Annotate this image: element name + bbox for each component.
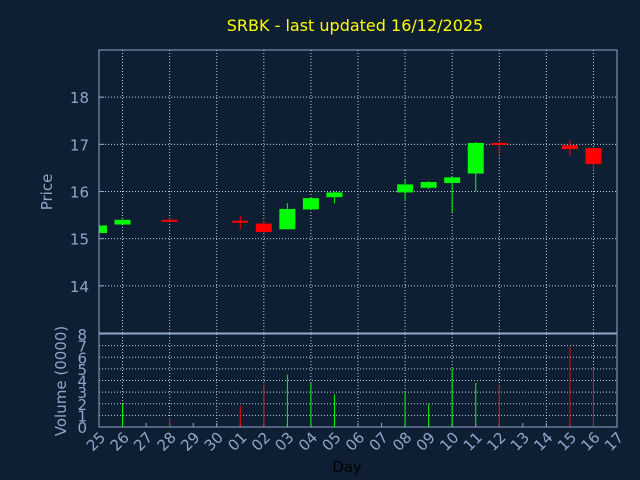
candle	[232, 216, 249, 230]
candle	[491, 141, 508, 158]
candle	[561, 139, 578, 157]
candle-body	[114, 219, 131, 225]
candle	[467, 141, 484, 192]
volume-tick-label: 7	[77, 338, 87, 356]
price-tick-label: 14	[70, 278, 89, 296]
price-plot-frame	[98, 49, 618, 334]
volume-tick-label: 1	[77, 407, 87, 425]
candle-body	[255, 223, 272, 233]
candle	[444, 176, 461, 213]
candle	[420, 181, 437, 190]
volume-bars	[122, 346, 594, 427]
candle-body	[302, 198, 319, 210]
price-axis-label: Price	[38, 174, 56, 211]
candle-body	[326, 192, 343, 198]
candle	[98, 225, 107, 234]
volume-tick-label: 4	[77, 373, 87, 391]
candle	[161, 218, 178, 222]
volume-tick-label: 0	[77, 419, 87, 437]
candle-body	[279, 208, 296, 230]
candle-body	[444, 177, 461, 184]
candle-body	[161, 219, 178, 222]
price-tick-label: 16	[70, 184, 89, 202]
chart-title: SRBK - last updated 16/12/2025	[227, 16, 483, 35]
candle	[114, 219, 131, 225]
volume-tick-label: 8	[77, 326, 87, 344]
price-tick-label: 15	[70, 231, 89, 249]
volume-tick-label: 3	[77, 384, 87, 402]
candle	[302, 197, 319, 210]
candle	[397, 179, 414, 201]
candle-body	[561, 145, 578, 150]
price-tick-label: 17	[70, 136, 89, 154]
x-axis-label: Day	[332, 458, 362, 476]
volume-grid	[99, 334, 617, 427]
volume-plot-frame	[98, 333, 618, 428]
candle-body	[585, 148, 602, 165]
price-tick-label: 18	[70, 89, 89, 107]
candle	[255, 220, 272, 233]
candle-body	[491, 142, 508, 145]
price-tick-labels: 14 15 16 17 18	[70, 89, 89, 296]
candle	[326, 191, 343, 204]
volume-axis-label: Volume (0000)	[52, 326, 70, 436]
candle	[585, 148, 602, 171]
candle-body	[397, 184, 414, 193]
candle-body	[99, 225, 107, 234]
volume-tick-label: 5	[77, 361, 87, 379]
candle-body	[232, 220, 249, 223]
candle-body	[467, 142, 484, 174]
candle-body	[420, 182, 437, 188]
volume-tick-label: 6	[77, 349, 87, 367]
volume-tick-label: 2	[77, 396, 87, 414]
candle	[279, 203, 296, 230]
